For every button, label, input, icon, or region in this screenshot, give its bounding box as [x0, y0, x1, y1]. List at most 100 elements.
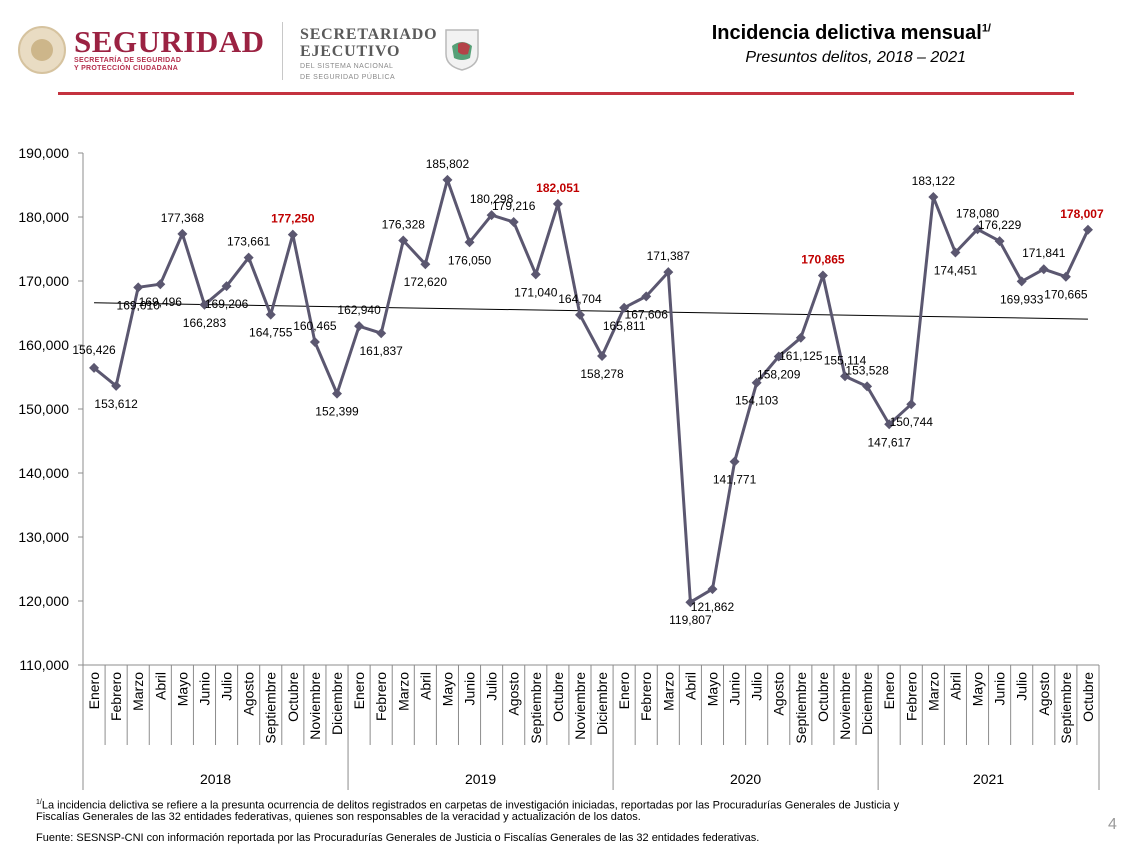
y-tick-label: 190,000 [18, 145, 69, 161]
month-tick-label: Febrero [903, 672, 919, 721]
data-label: 178,080 [956, 206, 1000, 220]
data-point [155, 279, 166, 290]
month-tick-label: Julio [749, 672, 765, 701]
month-tick-label: Noviembre [572, 672, 588, 740]
year-label: 2020 [730, 771, 761, 787]
year-label: 2021 [973, 771, 1004, 787]
data-point [685, 597, 696, 608]
seguridad-subtitle-2: Y PROTECCIÓN CIUDADANA [74, 65, 179, 72]
data-point [1038, 264, 1049, 275]
month-tick-label: Enero [881, 672, 897, 710]
data-label: 169,010 [117, 298, 161, 312]
source-note: Fuente: SESNSP-CNI con información repor… [36, 832, 760, 844]
data-point [376, 328, 387, 339]
data-point [287, 229, 298, 240]
data-label: 170,865 [801, 252, 845, 266]
data-label: 154,103 [735, 394, 779, 408]
data-label: 150,744 [890, 415, 934, 429]
data-label: 165,811 [603, 319, 646, 333]
month-tick-label: Mayo [174, 672, 190, 706]
data-point [89, 362, 100, 373]
data-label: 153,612 [94, 397, 138, 411]
y-tick-label: 140,000 [18, 465, 69, 481]
data-point [332, 388, 342, 399]
data-label: 176,050 [448, 253, 492, 267]
data-label: 147,617 [867, 435, 911, 449]
month-tick-label: Agosto [771, 672, 787, 716]
month-tick-label: Junio [462, 672, 478, 706]
chart-title: Incidencia delictiva mensual1/ [712, 22, 991, 45]
month-tick-label: Agosto [506, 672, 522, 716]
month-tick-label: Julio [484, 672, 500, 701]
data-point [928, 192, 939, 203]
data-point [817, 270, 828, 281]
footnote-line-2: Fiscalías Generales de las 32 entidades … [36, 811, 641, 823]
month-tick-label: Octubre [285, 672, 301, 722]
line-chart: 110,000 120,000 130,000 140,000 150,000 160,0… [18, 145, 1104, 790]
data-point [354, 321, 365, 332]
data-label: 161,837 [359, 344, 403, 358]
seguridad-subtitle-1: SECRETARÍA DE SEGURIDAD [74, 57, 182, 64]
data-label: 162,940 [337, 303, 381, 317]
data-label: 158,278 [580, 367, 624, 381]
month-tick-label: Marzo [395, 672, 411, 711]
year-label: 2018 [200, 771, 231, 787]
month-tick-label: Diciembre [594, 672, 610, 735]
month-tick-label: Febrero [373, 672, 389, 721]
month-tick-label: Abril [417, 672, 433, 700]
data-point [972, 224, 983, 235]
data-point [751, 377, 762, 388]
month-tick-label: Marzo [130, 672, 146, 711]
data-point [906, 399, 917, 410]
data-label: 176,229 [978, 218, 1022, 232]
series-line [93, 178, 1090, 604]
data-label: 169,206 [205, 297, 249, 311]
month-tick-label: Agosto [241, 672, 257, 716]
data-label: 170,665 [1044, 288, 1088, 302]
month-tick-label: Enero [86, 672, 102, 710]
month-tick-label: Mayo [704, 672, 720, 706]
y-tick-label: 120,000 [18, 593, 69, 609]
secretariado-subtitle-1: DEL SISTEMA NACIONAL [300, 63, 394, 70]
data-label: 169,933 [1000, 292, 1044, 306]
data-label: 182,051 [536, 181, 580, 195]
month-tick-label: Septiembre [1058, 672, 1074, 744]
data-label: 158,209 [757, 367, 801, 381]
data-point [597, 351, 608, 362]
data-point [994, 236, 1005, 247]
data-point [840, 371, 850, 382]
page-number: 4 [1108, 816, 1117, 833]
data-point [707, 584, 718, 595]
y-tick-label: 180,000 [18, 209, 69, 225]
data-label: 164,704 [558, 292, 602, 306]
y-tick-label: 110,000 [19, 657, 69, 673]
month-tick-label: Abril [947, 672, 963, 700]
month-tick-label: Junio [196, 672, 212, 706]
data-label: 179,216 [492, 199, 536, 213]
data-point [199, 299, 210, 310]
month-tick-label: Julio [1014, 672, 1030, 701]
chart-title-text: Incidencia delictiva mensual [711, 22, 982, 44]
data-label: 164,755 [249, 326, 293, 340]
secretariado-logo: SECRETARIADO EJECUTIVO DEL SISTEMA NACIO… [300, 26, 437, 82]
data-label: 176,328 [382, 218, 426, 232]
data-point [641, 291, 652, 302]
mexico-seal-icon [18, 26, 66, 74]
data-label: 171,387 [647, 249, 691, 263]
month-tick-label: Febrero [108, 672, 124, 721]
year-label: 2019 [465, 771, 496, 787]
month-tick-label: Abril [152, 672, 168, 700]
data-point [309, 337, 320, 348]
data-point [398, 235, 409, 246]
data-point [795, 332, 806, 343]
data-point [486, 210, 497, 221]
data-label: 153,528 [845, 363, 889, 377]
data-point [243, 252, 254, 263]
month-tick-label: Marzo [660, 672, 676, 711]
data-point [950, 247, 961, 258]
shield-emblem-icon [445, 29, 479, 71]
data-label: 167,606 [625, 307, 669, 321]
seguridad-title: SEGURIDAD [74, 24, 265, 59]
data-point [552, 198, 563, 209]
month-tick-label: Octubre [1080, 672, 1096, 722]
